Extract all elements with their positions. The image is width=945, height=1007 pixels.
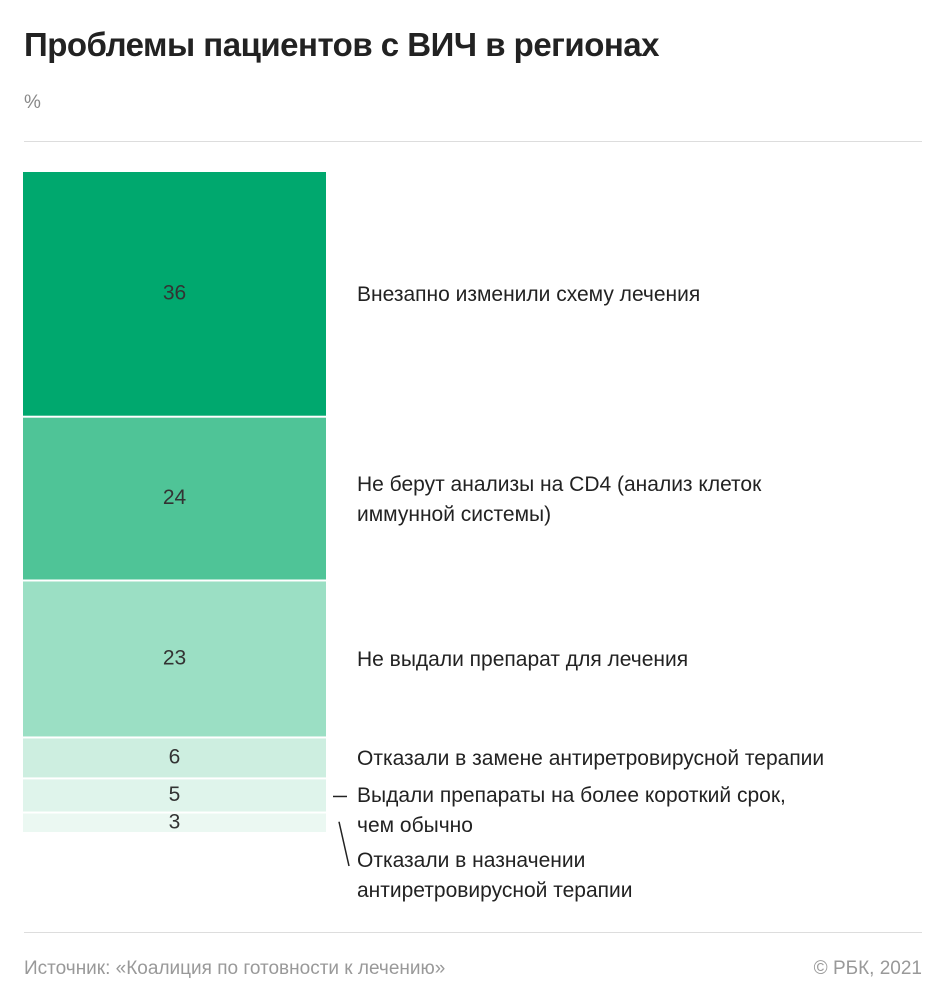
category-label: Не берут анализы на CD4 (анализ клеток и… [357,472,762,526]
value-label: 3 [169,810,181,833]
value-label: 36 [163,281,186,304]
divider [24,141,922,142]
connector [338,821,350,867]
bar-segment [23,738,326,778]
category-label: Отказали в замене антиретровирусной тера… [357,746,825,770]
bar-segment [23,417,326,580]
value-label: 24 [163,486,187,509]
unit: % [24,92,41,113]
bar-segment [23,779,326,812]
chart-title: Проблемы пациентов с ВИЧ в регионах [24,26,660,63]
value-label: 23 [163,647,186,670]
bar-segment [23,172,326,416]
source: Источник: «Коалиция по готовности к лече… [24,958,446,979]
category-label: Внезапно изменили схему лечения [357,282,701,306]
value-label: 6 [169,745,181,768]
category-label: Выдали препараты на более короткий срок,… [357,784,786,838]
credit: © РБК, 2021 [813,958,922,979]
bar-segment [23,813,326,832]
bar-segment [23,581,326,737]
value-label: 5 [169,783,181,806]
category-label: Отказали в назначении антиретровирусной … [357,849,633,902]
divider [24,932,922,933]
category-label: Не выдали препарат для лечения [357,647,689,671]
